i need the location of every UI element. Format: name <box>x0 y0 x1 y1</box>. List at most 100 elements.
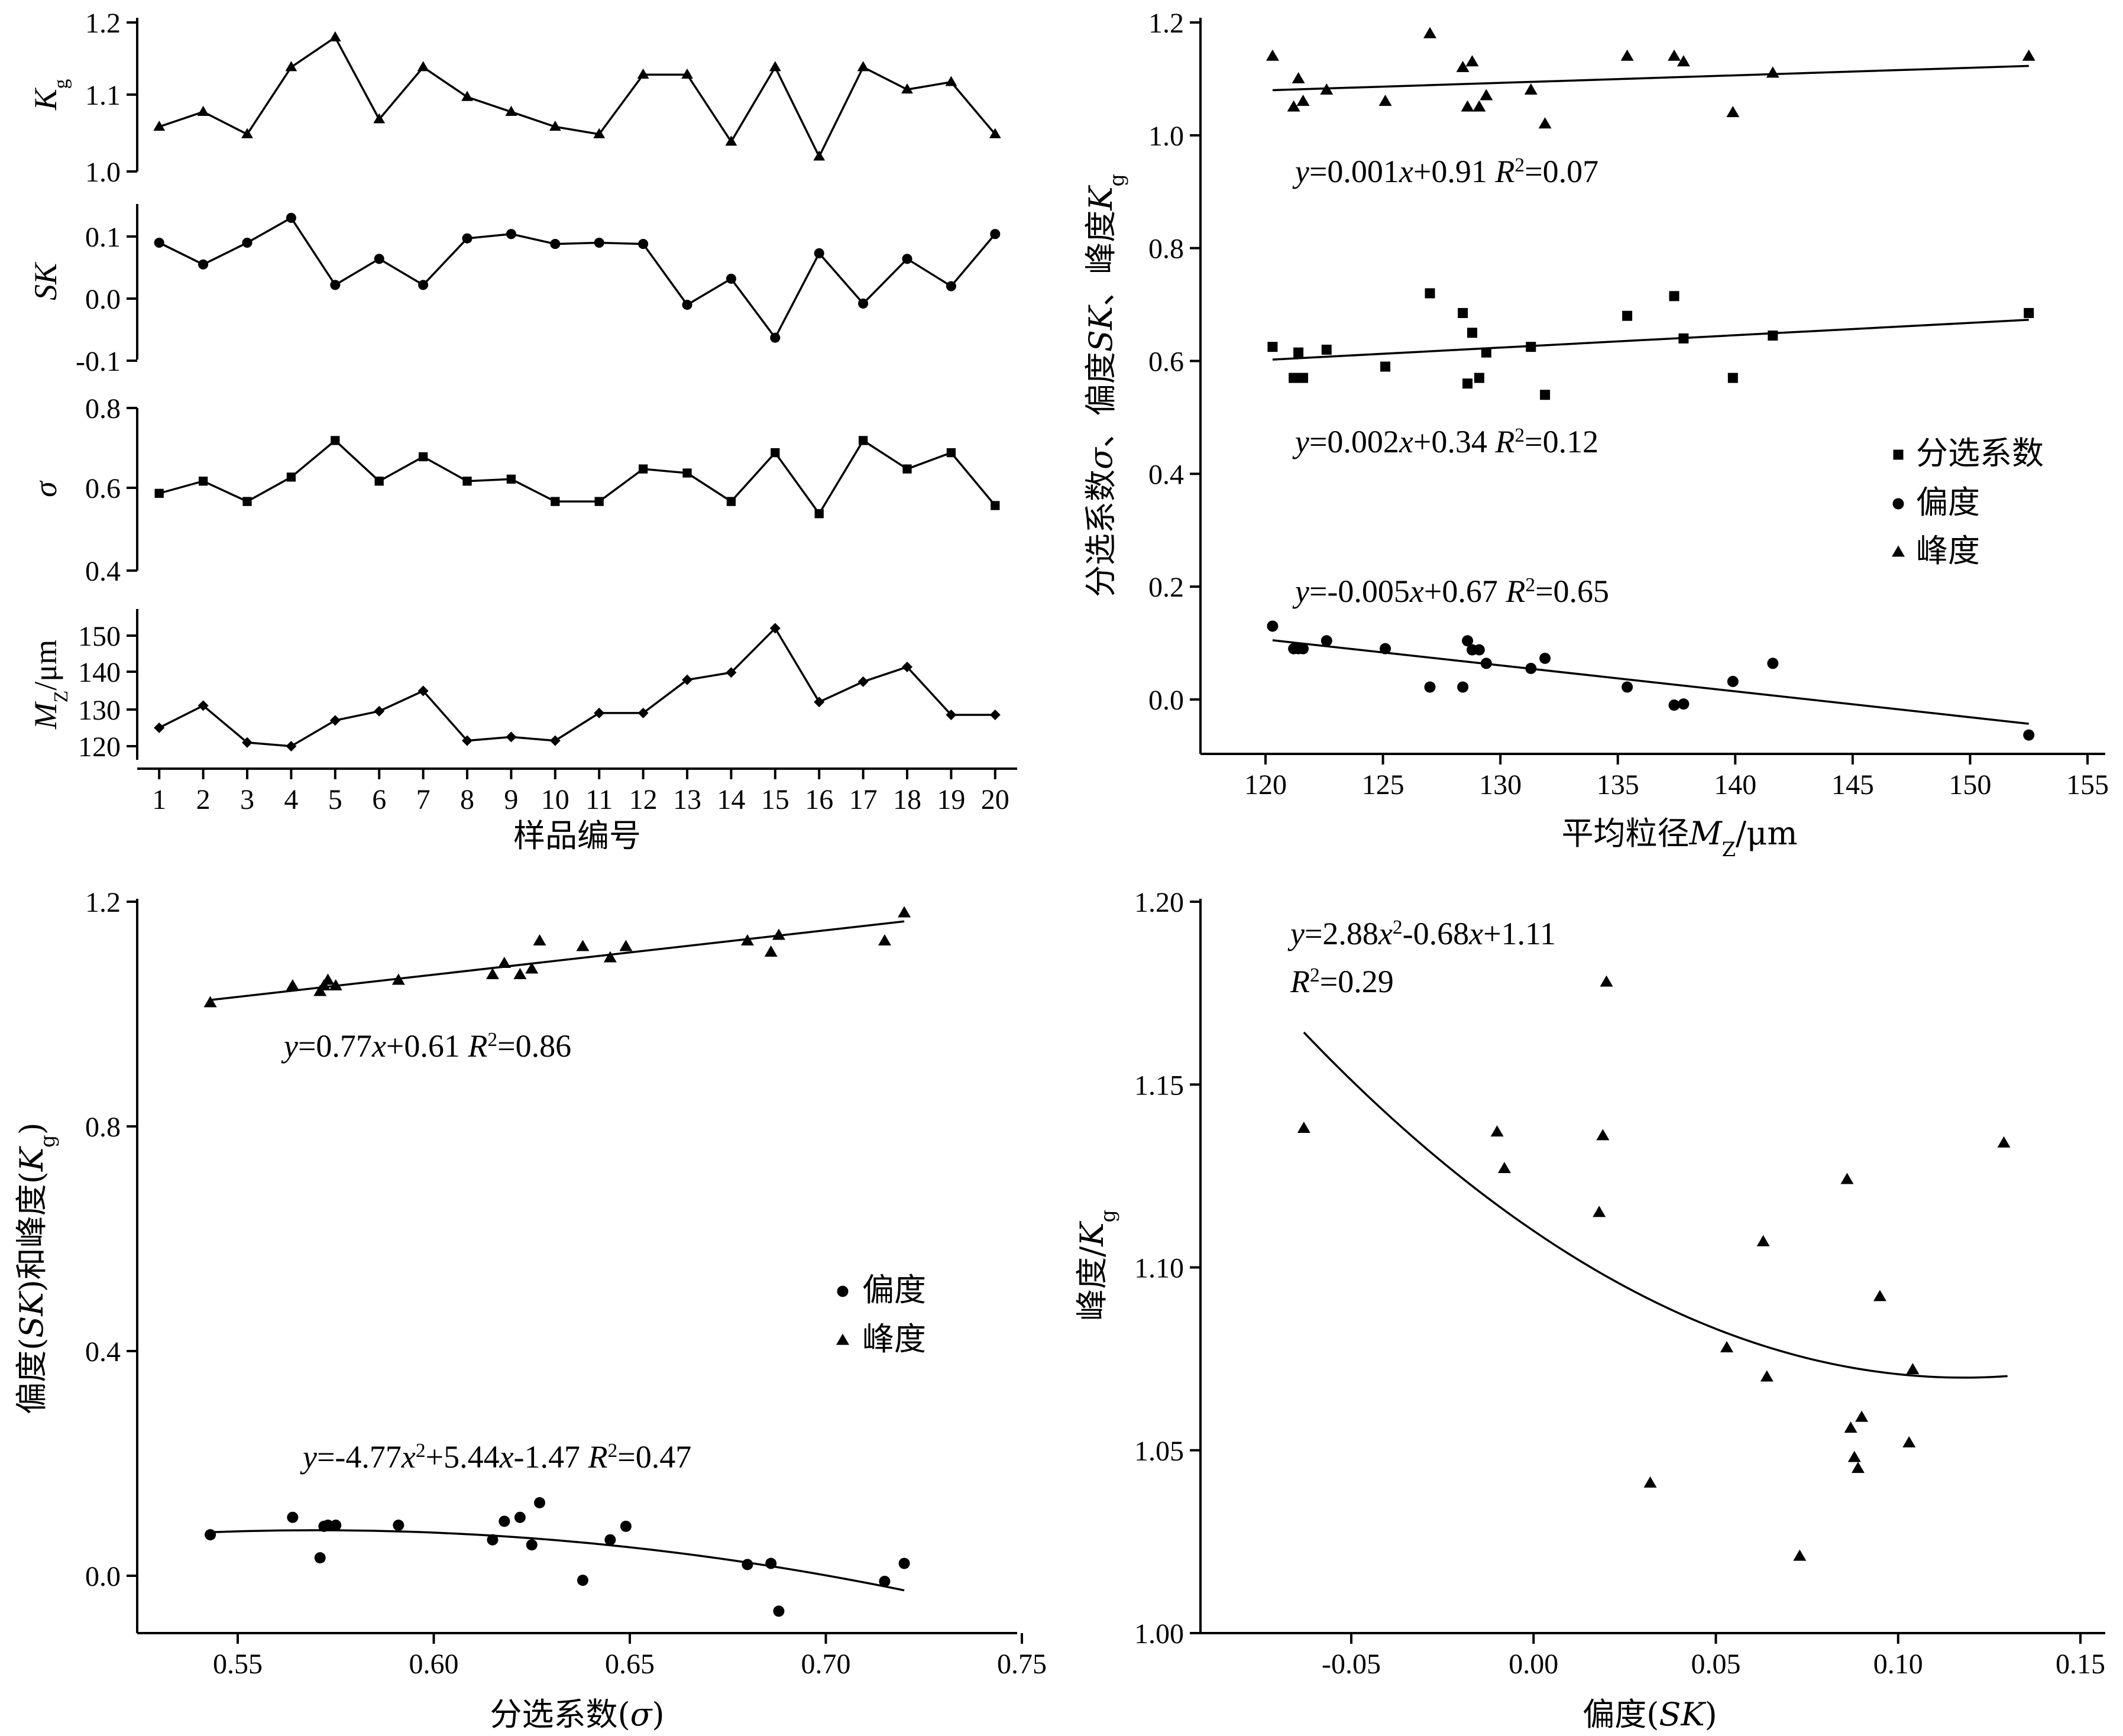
y-tick-label: 150 <box>78 621 121 652</box>
legend-marker <box>1892 498 1904 510</box>
data-point <box>1297 643 1309 655</box>
series-line <box>158 216 996 340</box>
y-tick-label: 0.0 <box>85 1561 121 1592</box>
data-point <box>1497 1162 1511 1174</box>
chart-b-mean-grain-size-scatter: 120 125 130 135 140 145 150 155 0.0 0.2 0.4 0.6 0.8 1… <box>1082 8 2109 861</box>
chart-d-skewness-kurtosis-scatter: -0.05 0.00 0.05 0.10 0.15 1.00 1.05 1.10 1.15 1.2… <box>1073 887 2105 1733</box>
panel-3: 0.8 0.6 0.4 σ <box>28 393 1000 587</box>
data-point <box>1873 1290 1886 1301</box>
data-point <box>858 436 868 445</box>
data-point <box>1321 635 1332 647</box>
data-point <box>814 248 824 258</box>
fit-equation: y=0.001x+0.91 R2=0.07 <box>1292 154 1598 189</box>
y-tick-label: 0.4 <box>85 1336 121 1368</box>
data-point <box>682 299 692 310</box>
data-point <box>513 968 527 979</box>
data-point <box>393 1520 404 1531</box>
x-tick-label: 150 <box>1949 769 1991 801</box>
data-point <box>1678 333 1689 344</box>
data-point <box>197 105 209 116</box>
data-point <box>287 1511 299 1523</box>
series-circle <box>1267 620 2035 741</box>
data-point <box>285 61 297 72</box>
y-axis-label: Kg <box>28 79 72 111</box>
data-point <box>1267 342 1278 352</box>
data-point <box>242 497 252 506</box>
data-point <box>1668 699 1680 711</box>
data-point <box>740 934 754 945</box>
data-point <box>525 962 539 974</box>
y-tick-label: 0.1 <box>85 222 121 253</box>
legend-marker <box>836 1333 849 1345</box>
data-point <box>726 273 736 284</box>
x-tick-label: 155 <box>2066 769 2109 801</box>
data-point <box>989 710 1001 721</box>
y-tick-label: 0.8 <box>85 1112 121 1143</box>
data-point <box>1902 1436 1916 1447</box>
data-point <box>331 436 340 445</box>
data-point <box>898 1557 910 1569</box>
data-point <box>549 121 561 131</box>
data-point <box>534 1497 546 1508</box>
data-point <box>1600 975 1613 987</box>
y-axis-label: 峰度/Kg <box>1073 1210 1119 1321</box>
x-tick-label: 15 <box>761 784 789 815</box>
data-point <box>550 239 561 250</box>
x-tick-label: 4 <box>284 784 298 815</box>
y-axis-label: SK <box>28 261 63 300</box>
data-point <box>374 477 384 486</box>
y-tick-label: 1.2 <box>85 8 121 39</box>
data-point <box>1481 347 1491 358</box>
data-point <box>725 135 737 146</box>
panel-2: 0.1 0.0 -0.1 SK <box>28 204 1001 377</box>
data-point <box>241 128 253 138</box>
fit-equation: y=-4.77x2+5.44x-1.47 R2=0.47 <box>300 1439 691 1475</box>
data-point <box>726 667 737 678</box>
y-axis-label: MZ/μm <box>28 640 72 730</box>
series-line <box>158 626 995 747</box>
x-axis-label: 平均粒径MZ/μm <box>1561 815 1797 861</box>
y-tick-label: 1.0 <box>85 157 121 188</box>
data-point <box>314 1552 326 1564</box>
y-tick-label: -0.1 <box>76 346 121 377</box>
data-point <box>764 945 778 957</box>
data-point <box>1851 1462 1865 1473</box>
y-tick-label: 120 <box>78 731 121 763</box>
y-tick-label: 0.0 <box>85 284 121 315</box>
x-tick-label: 14 <box>717 784 745 815</box>
x-tick-label: 130 <box>1479 769 1522 801</box>
data-point <box>418 452 428 462</box>
data-point <box>898 906 911 918</box>
data-point <box>603 951 617 963</box>
series-line <box>158 35 996 159</box>
data-point <box>153 121 166 131</box>
data-point <box>487 1534 499 1546</box>
fit-equation: y=-0.005x+0.67 R2=0.65 <box>1292 574 1609 609</box>
data-point <box>991 501 1000 510</box>
data-point <box>1768 331 1778 341</box>
x-tick-label: 6 <box>372 784 386 815</box>
data-point <box>576 940 590 951</box>
data-point <box>1480 89 1493 101</box>
data-point <box>814 509 824 519</box>
data-point <box>1622 681 1633 693</box>
data-point <box>1540 390 1551 400</box>
data-point <box>329 31 341 41</box>
data-point <box>1289 373 1299 383</box>
data-point <box>1490 1125 1504 1137</box>
data-point <box>417 61 429 72</box>
y-axis-label: 分选系数σ、偏度SK、峰度Kg <box>1082 174 1128 597</box>
fit-r-squared: R2=0.29 <box>1290 964 1394 999</box>
x-tick-label: 7 <box>416 784 431 815</box>
data-point <box>878 934 891 945</box>
data-point <box>1847 1450 1861 1462</box>
data-point <box>203 996 217 1008</box>
data-point <box>242 237 253 248</box>
data-point <box>638 239 649 250</box>
data-point <box>1677 55 1690 67</box>
data-point <box>902 661 912 672</box>
x-axis-label: 分选系数(σ) <box>490 1696 664 1733</box>
